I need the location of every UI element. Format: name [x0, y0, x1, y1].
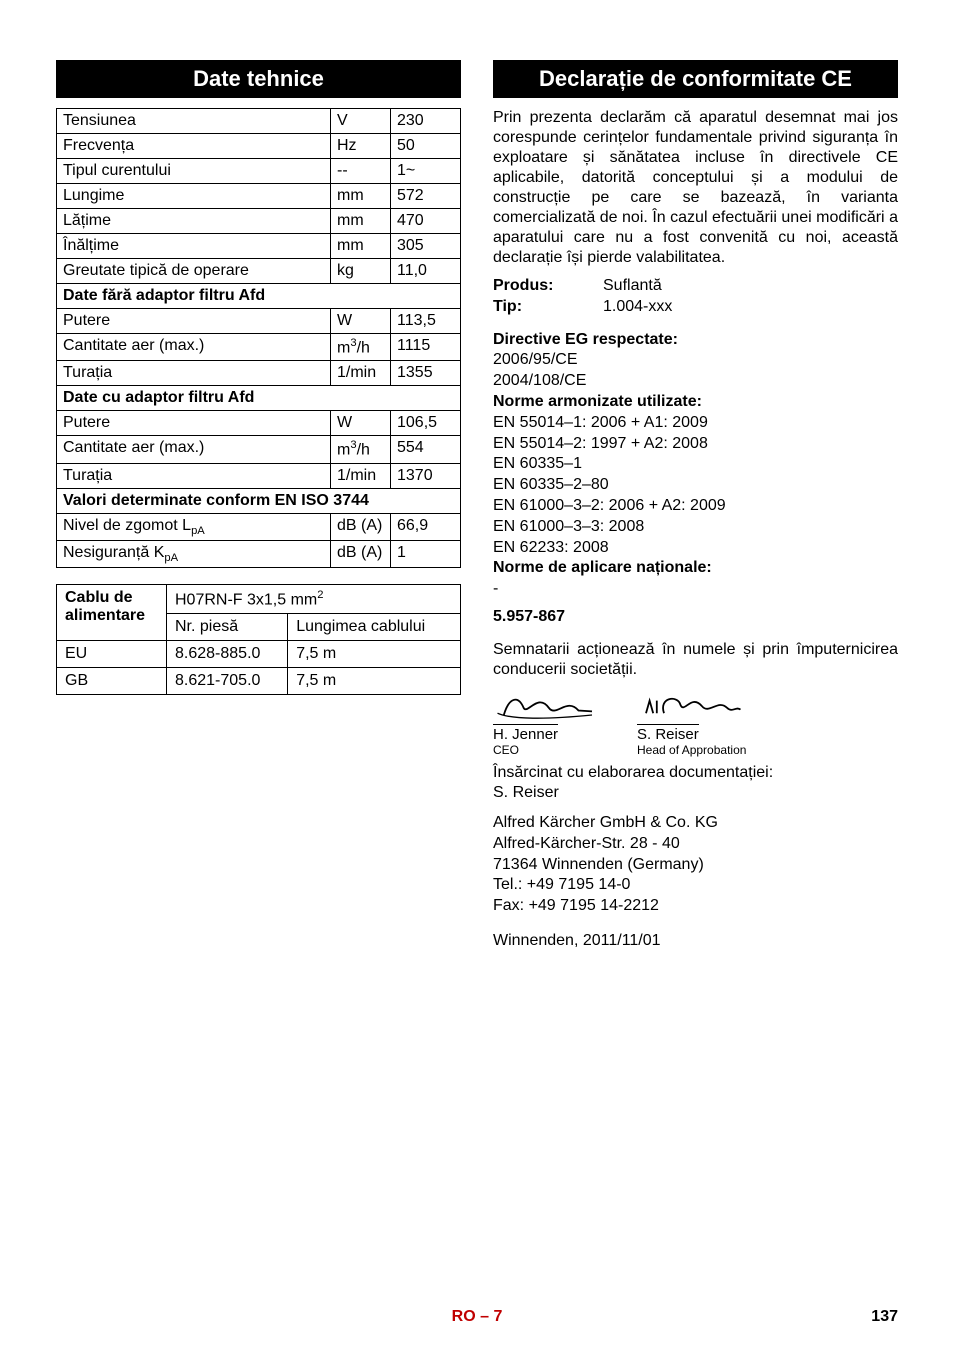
cable-label: Cablu de alimentare [57, 585, 167, 641]
unit-m3h: m3/h [331, 436, 391, 463]
table-row: Lățimemm470 [57, 209, 461, 234]
table-row: Nivel de zgomot LpAdB (A)66,9 [57, 513, 461, 540]
table-row: Nesiguranță KpAdB (A)1 [57, 540, 461, 567]
signatories-line: Semnatarii acționează în numele și prin … [493, 640, 898, 680]
standard-item: EN 62233: 2008 [493, 538, 898, 559]
standards-block: Directive EG respectate: 2006/95/CE 2004… [493, 330, 898, 600]
signature-icon [637, 688, 745, 724]
noise-lpa: Nivel de zgomot LpA [57, 513, 331, 540]
table-row: Turația1/min1370 [57, 463, 461, 488]
tech-data-table: TensiuneaV230 FrecvențaHz50 Tipul curent… [56, 108, 461, 568]
table-row: Înălțimemm305 [57, 234, 461, 259]
uncertainty-kpa: Nesiguranță KpA [57, 540, 331, 567]
national-dash: - [493, 579, 898, 600]
table-row: PutereW113,5 [57, 309, 461, 334]
standard-item: EN 55014–1: 2006 + A1: 2009 [493, 413, 898, 434]
table-row: Cantitate aer (max.)m3/h1115 [57, 334, 461, 361]
addr-line: Alfred-Kärcher-Str. 28 - 40 [493, 834, 898, 855]
addr-line: 71364 Winnenden (Germany) [493, 855, 898, 876]
directives-label: Directive EG respectate: [493, 330, 898, 351]
product-row: Produs: Suflantă [493, 276, 898, 297]
table-row: FrecvențaHz50 [57, 134, 461, 159]
signature-1: H. Jenner CEO [493, 688, 601, 757]
unit-m3h: m3/h [331, 334, 391, 361]
page-footer: RO – 7 137 [0, 1308, 954, 1326]
table-row: GB 8.621-705.0 7,5 m [57, 668, 461, 695]
table-row: Cantitate aer (max.)m3/h554 [57, 436, 461, 463]
standard-item: EN 60335–1 [493, 454, 898, 475]
left-column: Date tehnice TensiuneaV230 FrecvențaHz50… [56, 60, 461, 959]
footer-center: RO – 7 [452, 1308, 503, 1326]
addr-line: Alfred Kärcher GmbH & Co. KG [493, 813, 898, 834]
col-partno: Nr. piesă [167, 614, 288, 641]
table-row: PutereW106,5 [57, 411, 461, 436]
right-section-header: Declarație de conformitate CE [493, 60, 898, 98]
signature-icon [493, 688, 601, 724]
cable-table: Cablu de alimentare H07RN-F 3x1,5 mm2 Nr… [56, 584, 461, 695]
standard-item: EN 55014–2: 1997 + A2: 2008 [493, 434, 898, 455]
page-number: 137 [871, 1308, 898, 1326]
table-row: Turația1/min1355 [57, 361, 461, 386]
directive-item: 2004/108/CE [493, 371, 898, 392]
product-value: Suflantă [603, 276, 662, 297]
table-row: Greutate tipică de operarekg11,0 [57, 259, 461, 284]
reference-number: 5.957-867 [493, 608, 898, 626]
signature-row: H. Jenner CEO S. Reiser Head of Approbat… [493, 688, 898, 757]
signature-2: S. Reiser Head of Approbation [637, 688, 746, 757]
table-row: EU 8.628-885.0 7,5 m [57, 641, 461, 668]
documentation-line: Însărcinat cu elaborarea documentației: [493, 763, 898, 783]
right-column: Declarație de conformitate CE Prin preze… [493, 60, 898, 959]
left-section-header: Date tehnice [56, 60, 461, 98]
product-key: Produs: [493, 276, 603, 297]
fax-line: Fax: +49 7195 14-2212 [493, 896, 898, 917]
type-row: Tip: 1.004-xxx [493, 297, 898, 318]
cable-spec: H07RN-F 3x1,5 mm2 [167, 585, 461, 614]
directive-item: 2006/95/CE [493, 350, 898, 371]
type-key: Tip: [493, 297, 603, 318]
conformity-intro: Prin prezenta declarăm că aparatul desem… [493, 108, 898, 268]
table-subheader: Valori determinate conform EN ISO 3744 [57, 488, 461, 513]
table-row: Tipul curentului--1~ [57, 159, 461, 184]
cell-with-sup: Cantitate aer (max.) [57, 334, 331, 361]
standard-item: EN 61000–3–3: 2008 [493, 517, 898, 538]
harmonized-label: Norme armonizate utilizate: [493, 392, 898, 413]
table-subheader: Date fără adaptor filtru Afd [57, 284, 461, 309]
col-length: Lungimea cablului [288, 614, 461, 641]
table-subheader: Date cu adaptor filtru Afd [57, 386, 461, 411]
type-value: 1.004-xxx [603, 297, 672, 318]
standard-item: EN 61000–3–2: 2006 + A2: 2009 [493, 496, 898, 517]
standard-item: EN 60335–2–80 [493, 475, 898, 496]
documentation-person: S. Reiser [493, 783, 898, 803]
national-label: Norme de aplicare naționale: [493, 558, 898, 579]
table-row: TensiuneaV230 [57, 109, 461, 134]
table-row: Lungimemm572 [57, 184, 461, 209]
tel-line: Tel.: +49 7195 14-0 [493, 875, 898, 896]
place-date: Winnenden, 2011/11/01 [493, 931, 898, 951]
address-block: Alfred Kärcher GmbH & Co. KG Alfred-Kärc… [493, 813, 898, 917]
